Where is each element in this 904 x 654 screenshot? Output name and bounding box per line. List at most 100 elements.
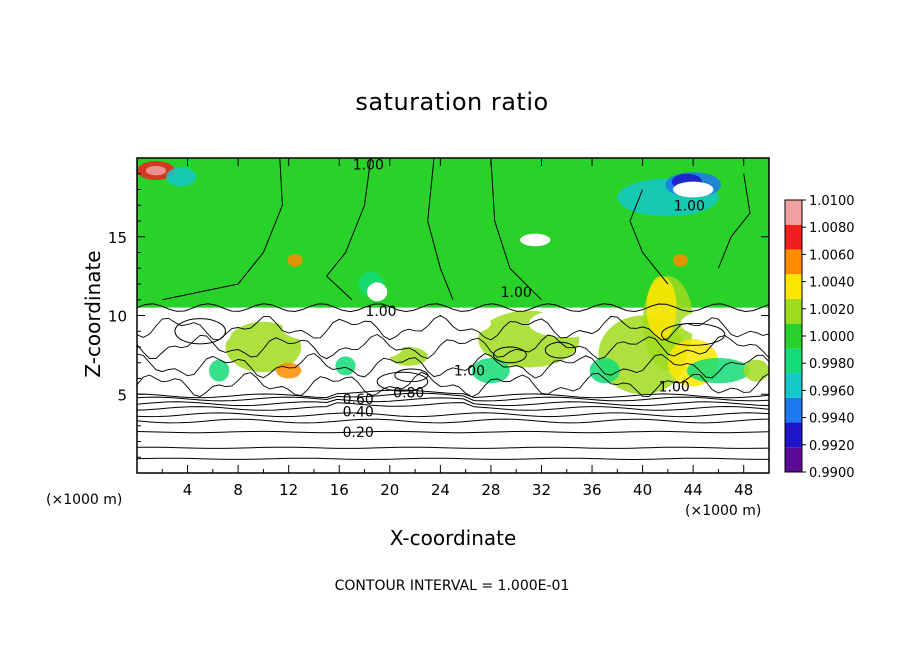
colorbar-label-9: 1.0080 — [809, 221, 855, 236]
field-hole-0 — [519, 233, 551, 247]
colorbar-label-7: 1.0040 — [809, 276, 855, 291]
contour-line-7 — [137, 392, 769, 402]
field-cloud-1 — [389, 309, 491, 338]
x-tick-label-4: 20 — [380, 481, 399, 499]
field-patch-18 — [335, 356, 356, 376]
field-cloud-0 — [168, 312, 232, 351]
colorbar-swatch-2 — [785, 397, 802, 423]
contour-label-7: 0.60 — [343, 392, 374, 408]
contour-mid-1 — [137, 352, 769, 379]
contour-vertical-1 — [427, 158, 454, 300]
contour-line-8 — [137, 389, 769, 399]
y-tick-label-2: 15 — [108, 229, 127, 247]
x-tick-label-10: 44 — [684, 481, 703, 499]
contour-loop-1 — [376, 371, 429, 392]
colorbar-label-8: 1.0060 — [809, 248, 855, 263]
colorbar-label-4: 0.9980 — [809, 357, 855, 372]
saturation-field — [137, 158, 769, 473]
contour-label-6: 0.80 — [393, 386, 424, 402]
x-tick-label-7: 32 — [532, 481, 551, 499]
colorbar-label-1: 0.9920 — [809, 439, 855, 454]
x-axis-label: X-coordinate — [389, 526, 517, 550]
chart-title: saturation ratio — [355, 88, 549, 116]
contour-mid-0 — [137, 371, 769, 398]
field-patch-11 — [166, 167, 197, 187]
colorbar-label-6: 1.0020 — [809, 303, 855, 318]
field-cloud-4 — [364, 335, 403, 359]
field-hole-2 — [367, 282, 388, 302]
field-patch-19 — [686, 358, 751, 384]
contour-loop-4 — [661, 322, 726, 346]
contour-line-4 — [137, 412, 769, 418]
contour-line-5 — [137, 402, 769, 411]
field-patch-4 — [646, 276, 677, 340]
contour-layer-top — [137, 303, 769, 313]
contour-interval-note: CONTOUR INTERVAL = 1.000E-01 — [334, 578, 570, 594]
colorbar-swatch-9 — [785, 224, 802, 250]
contour-vertical-0 — [325, 158, 372, 301]
contour-loop-3 — [544, 341, 577, 359]
x-tick-label-5: 24 — [431, 481, 450, 499]
contour-label-8: 0.40 — [343, 405, 374, 421]
contour-vertical-4 — [629, 189, 669, 285]
contour-vertical-5 — [717, 173, 751, 269]
x-tick-label-6: 28 — [481, 481, 500, 499]
contour-label-5: 1.00 — [659, 379, 690, 395]
field-cloud-5 — [282, 315, 346, 341]
contour-label-2: 1.00 — [501, 285, 532, 301]
colorbar-swatch-7 — [785, 274, 802, 299]
field-cloud-2 — [528, 309, 605, 338]
x-tick-label-3: 16 — [330, 481, 349, 499]
contour-line-6 — [137, 397, 769, 407]
y-axis-label: Z-coordinate — [81, 250, 105, 378]
contour-labels: 1.00 1.00 1.00 1.00 1.00 1.00 0.80 0.600.40 0.20 — [343, 157, 705, 441]
contour-vertical-2 — [490, 158, 542, 301]
contour-lines — [137, 158, 769, 461]
contour-mid-3 — [137, 314, 769, 341]
field-patch-10 — [145, 165, 167, 176]
x-unit-right: (×1000 m) — [685, 503, 762, 519]
field-patch-17 — [209, 359, 230, 382]
colorbar-swatch-6 — [785, 298, 802, 324]
x-tick-label-11: 48 — [734, 481, 753, 499]
y-tick-label-0: 5 — [117, 386, 127, 404]
colorbar-swatch-1 — [785, 422, 802, 448]
contour-label-9: 0.20 — [343, 425, 374, 441]
x-tick-label-0: 4 — [183, 481, 193, 499]
colorbar-swatch-4 — [785, 348, 802, 374]
field-patch-14 — [672, 254, 689, 267]
contour-loop-0 — [174, 318, 226, 345]
colorbar-label-5: 1.0000 — [809, 330, 855, 345]
contour-label-3: 1.00 — [365, 304, 396, 320]
contour-loop-5 — [394, 368, 429, 383]
colorbar-swatch-5 — [785, 323, 802, 349]
contour-vertical-3 — [162, 158, 283, 301]
colorbar-label-3: 0.9960 — [809, 384, 855, 399]
contour-label-0: 1.00 — [353, 157, 384, 173]
field-patch-13 — [287, 254, 303, 267]
field-patch-16 — [589, 358, 620, 384]
colorbar-swatch-10 — [785, 200, 802, 225]
colorbar-swatch-3 — [785, 373, 802, 398]
x-tick-label-8: 36 — [582, 481, 601, 499]
x-unit-left: (×1000 m) — [46, 492, 123, 508]
contour-loop-2 — [492, 346, 527, 364]
field-hole-1 — [672, 181, 714, 198]
contour-line-0 — [137, 457, 769, 461]
colorbar-swatch-8 — [785, 249, 802, 275]
contour-label-4: 1.00 — [454, 364, 485, 380]
y-tick-label-1: 10 — [108, 308, 127, 326]
field-patch-5 — [225, 321, 302, 373]
colorbar-swatch-0 — [785, 447, 802, 472]
x-tick-label-1: 8 — [233, 481, 243, 499]
field-cloud-3 — [680, 309, 757, 338]
contour-mid-2 — [137, 333, 769, 360]
contour-line-1 — [137, 446, 769, 449]
colorbar-label-10: 1.0100 — [809, 194, 855, 209]
contour-line-2 — [137, 430, 769, 434]
field-patch-20 — [743, 359, 769, 382]
colorbar-label-0: 0.9900 — [809, 466, 855, 481]
contour-line-3 — [137, 418, 769, 424]
